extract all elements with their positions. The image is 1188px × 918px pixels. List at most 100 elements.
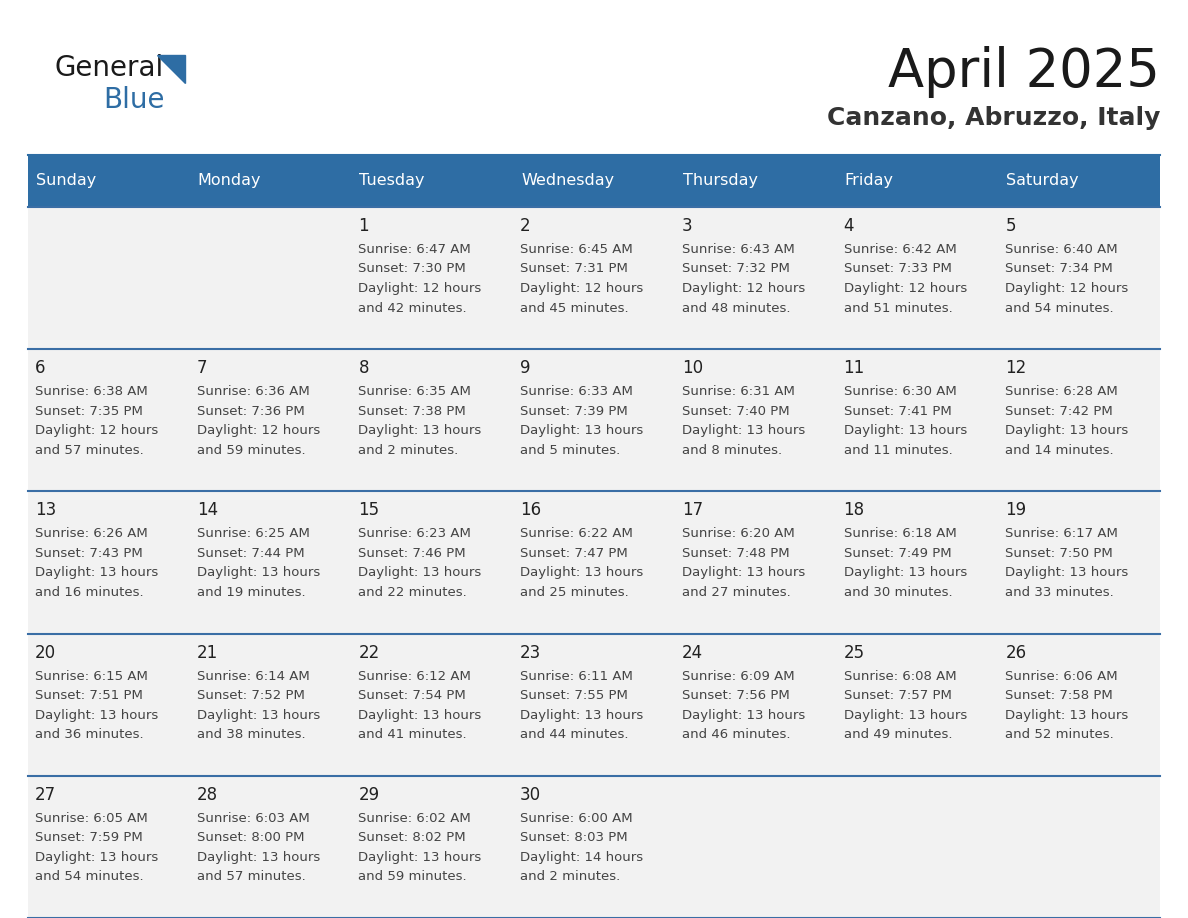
Text: and 52 minutes.: and 52 minutes.	[1005, 728, 1114, 741]
Text: 23: 23	[520, 644, 542, 662]
Bar	[352, 349, 513, 491]
Bar	[998, 155, 1159, 207]
Text: 29: 29	[359, 786, 379, 804]
Bar	[352, 207, 513, 349]
Bar	[998, 633, 1159, 776]
Text: and 14 minutes.: and 14 minutes.	[1005, 443, 1114, 456]
Text: Sunset: 7:39 PM: Sunset: 7:39 PM	[520, 405, 628, 418]
Text: Sunset: 7:31 PM: Sunset: 7:31 PM	[520, 263, 628, 275]
Text: Sunrise: 6:17 AM: Sunrise: 6:17 AM	[1005, 528, 1118, 541]
Text: Sunset: 7:48 PM: Sunset: 7:48 PM	[682, 547, 790, 560]
Text: 30: 30	[520, 786, 542, 804]
Text: 9: 9	[520, 359, 531, 377]
Text: and 49 minutes.: and 49 minutes.	[843, 728, 952, 741]
Text: Daylight: 13 hours: Daylight: 13 hours	[34, 709, 158, 722]
Bar	[190, 633, 352, 776]
Text: Daylight: 12 hours: Daylight: 12 hours	[682, 282, 805, 295]
Bar	[29, 349, 190, 491]
Text: 13: 13	[34, 501, 56, 520]
Text: April 2025: April 2025	[889, 46, 1159, 98]
Text: and 22 minutes.: and 22 minutes.	[359, 586, 467, 599]
Text: 3: 3	[682, 217, 693, 235]
Text: Tuesday: Tuesday	[360, 174, 425, 188]
Text: and 51 minutes.: and 51 minutes.	[843, 301, 953, 315]
Text: Sunset: 8:02 PM: Sunset: 8:02 PM	[359, 832, 466, 845]
Text: Sunset: 7:40 PM: Sunset: 7:40 PM	[682, 405, 790, 418]
Bar	[675, 491, 836, 633]
Text: Daylight: 13 hours: Daylight: 13 hours	[197, 566, 320, 579]
Text: Sunset: 7:59 PM: Sunset: 7:59 PM	[34, 832, 143, 845]
Bar	[836, 207, 998, 349]
Text: Sunday: Sunday	[36, 174, 96, 188]
Text: 4: 4	[843, 217, 854, 235]
Text: Sunset: 7:51 PM: Sunset: 7:51 PM	[34, 689, 143, 702]
Text: 16: 16	[520, 501, 542, 520]
Bar	[352, 155, 513, 207]
Text: and 57 minutes.: and 57 minutes.	[197, 870, 305, 883]
Text: and 54 minutes.: and 54 minutes.	[34, 870, 144, 883]
Text: and 45 minutes.: and 45 minutes.	[520, 301, 628, 315]
Text: and 48 minutes.: and 48 minutes.	[682, 301, 790, 315]
Text: Daylight: 12 hours: Daylight: 12 hours	[843, 282, 967, 295]
Text: Sunset: 7:56 PM: Sunset: 7:56 PM	[682, 689, 790, 702]
Text: Sunset: 7:30 PM: Sunset: 7:30 PM	[359, 263, 466, 275]
Text: and 19 minutes.: and 19 minutes.	[197, 586, 305, 599]
Text: Blue: Blue	[103, 86, 164, 114]
Text: Wednesday: Wednesday	[522, 174, 614, 188]
Text: 7: 7	[197, 359, 207, 377]
Text: Daylight: 13 hours: Daylight: 13 hours	[34, 851, 158, 864]
Text: Daylight: 12 hours: Daylight: 12 hours	[197, 424, 320, 437]
Text: 10: 10	[682, 359, 703, 377]
Text: Sunrise: 6:45 AM: Sunrise: 6:45 AM	[520, 243, 633, 256]
Text: and 36 minutes.: and 36 minutes.	[34, 728, 144, 741]
Bar	[675, 155, 836, 207]
Text: Sunset: 7:42 PM: Sunset: 7:42 PM	[1005, 405, 1113, 418]
Text: and 30 minutes.: and 30 minutes.	[843, 586, 953, 599]
Text: Sunrise: 6:38 AM: Sunrise: 6:38 AM	[34, 386, 147, 398]
Text: Sunset: 7:58 PM: Sunset: 7:58 PM	[1005, 689, 1113, 702]
Bar	[836, 491, 998, 633]
Text: Sunrise: 6:08 AM: Sunrise: 6:08 AM	[843, 669, 956, 683]
Text: Daylight: 13 hours: Daylight: 13 hours	[520, 566, 644, 579]
Text: Sunrise: 6:33 AM: Sunrise: 6:33 AM	[520, 386, 633, 398]
Bar	[352, 633, 513, 776]
Text: Daylight: 13 hours: Daylight: 13 hours	[1005, 566, 1129, 579]
Text: Daylight: 12 hours: Daylight: 12 hours	[520, 282, 644, 295]
Text: 24: 24	[682, 644, 703, 662]
Text: and 46 minutes.: and 46 minutes.	[682, 728, 790, 741]
Text: and 25 minutes.: and 25 minutes.	[520, 586, 628, 599]
Text: Daylight: 13 hours: Daylight: 13 hours	[843, 566, 967, 579]
Text: Sunrise: 6:18 AM: Sunrise: 6:18 AM	[843, 528, 956, 541]
Text: and 5 minutes.: and 5 minutes.	[520, 443, 620, 456]
Text: and 2 minutes.: and 2 minutes.	[520, 870, 620, 883]
Text: Sunrise: 6:20 AM: Sunrise: 6:20 AM	[682, 528, 795, 541]
Text: Daylight: 13 hours: Daylight: 13 hours	[520, 709, 644, 722]
Bar	[190, 349, 352, 491]
Text: Sunset: 7:55 PM: Sunset: 7:55 PM	[520, 689, 628, 702]
Text: Sunset: 7:49 PM: Sunset: 7:49 PM	[843, 547, 952, 560]
Text: Sunset: 7:47 PM: Sunset: 7:47 PM	[520, 547, 628, 560]
Text: and 16 minutes.: and 16 minutes.	[34, 586, 144, 599]
Text: Sunrise: 6:47 AM: Sunrise: 6:47 AM	[359, 243, 472, 256]
Text: and 38 minutes.: and 38 minutes.	[197, 728, 305, 741]
Text: Sunset: 7:41 PM: Sunset: 7:41 PM	[843, 405, 952, 418]
Bar	[513, 633, 675, 776]
Text: 8: 8	[359, 359, 369, 377]
Text: 28: 28	[197, 786, 217, 804]
Text: Daylight: 13 hours: Daylight: 13 hours	[1005, 709, 1129, 722]
Bar	[836, 155, 998, 207]
Text: Daylight: 12 hours: Daylight: 12 hours	[34, 424, 158, 437]
Text: Sunrise: 6:00 AM: Sunrise: 6:00 AM	[520, 812, 633, 824]
Text: 19: 19	[1005, 501, 1026, 520]
Bar	[836, 776, 998, 918]
Text: Saturday: Saturday	[1006, 174, 1079, 188]
Bar	[836, 633, 998, 776]
Text: 11: 11	[843, 359, 865, 377]
Text: Thursday: Thursday	[683, 174, 758, 188]
Text: Sunrise: 6:02 AM: Sunrise: 6:02 AM	[359, 812, 472, 824]
Text: Daylight: 14 hours: Daylight: 14 hours	[520, 851, 643, 864]
Bar	[513, 155, 675, 207]
Text: 22: 22	[359, 644, 380, 662]
Text: Sunset: 7:43 PM: Sunset: 7:43 PM	[34, 547, 143, 560]
Text: Sunrise: 6:06 AM: Sunrise: 6:06 AM	[1005, 669, 1118, 683]
